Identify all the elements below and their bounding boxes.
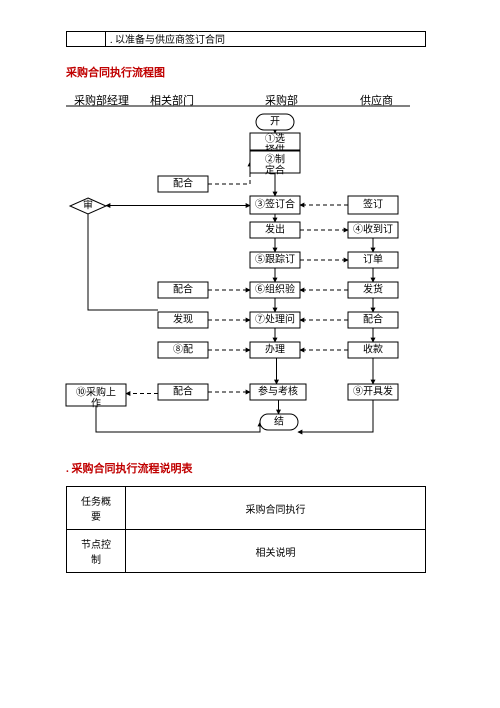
flow-node-coop1: 配合	[158, 176, 208, 192]
svg-text:⑥组织验: ⑥组织验	[255, 283, 295, 296]
flow-node-handle: 办理	[250, 342, 300, 358]
svg-text:④收到订: ④收到订	[353, 223, 393, 236]
flow-node-eval: 参与考核	[250, 384, 306, 400]
svg-text:收款: 收款	[363, 343, 383, 356]
flow-node-n3: ③签订合	[250, 196, 300, 214]
flow-node-sign: 签订	[348, 196, 398, 214]
section2-title-text: . 采购合同执行流程说明表	[66, 463, 193, 475]
svg-text:⑦处理问: ⑦处理问	[255, 313, 295, 326]
svg-text:配合: 配合	[173, 385, 193, 398]
flowchart: 开①选择供②制定合配合③签订合审签订发出④收到订⑤跟踪订订单配合⑥组织验发货发现…	[0, 0, 500, 440]
flow-node-n4: ④收到订	[348, 222, 398, 238]
flow-node-find: 发现	[158, 312, 208, 328]
svg-text:签订: 签订	[363, 198, 383, 211]
desc-table-r0-left: 任务概 要	[67, 487, 126, 530]
svg-text:⑤跟踪订: ⑤跟踪订	[255, 253, 295, 266]
flow-node-start: 开	[256, 114, 294, 130]
flow-node-order: 订单	[348, 252, 398, 268]
flow-node-n5: ⑤跟踪订	[250, 252, 300, 268]
desc-table-r1-left: 节点控 制	[67, 530, 126, 573]
flow-node-ship: 发货	[348, 282, 398, 298]
svg-text:发现: 发现	[173, 313, 193, 326]
desc-table: 任务概 要 采购合同执行 节点控 制 相关说明	[66, 486, 426, 573]
svg-text:结: 结	[274, 415, 284, 428]
flow-node-n2: ②制定合	[250, 151, 300, 177]
svg-text:配合: 配合	[363, 313, 383, 326]
section2-title: . 采购合同执行流程说明表	[66, 460, 193, 476]
svg-text:发出: 发出	[265, 223, 285, 236]
flow-node-coop3: 配合	[348, 312, 398, 328]
flow-node-n10: ⑩采购上作	[66, 384, 126, 410]
flow-node-coop2: 配合	[158, 282, 208, 298]
desc-table-r1-right: 相关说明	[126, 530, 426, 573]
desc-table-r0-right: 采购合同执行	[126, 487, 426, 530]
flow-node-n6: ⑥组织验	[250, 282, 300, 298]
svg-text:配合: 配合	[173, 283, 193, 296]
flow-node-n9: ⑨开具发	[348, 384, 398, 400]
svg-text:办理: 办理	[265, 343, 285, 356]
svg-text:开: 开	[270, 117, 280, 128]
table-row: 节点控 制 相关说明	[67, 530, 426, 573]
svg-text:②制定合: ②制定合	[265, 153, 285, 177]
flow-node-audit: 审	[70, 198, 106, 214]
flow-node-recv: 收款	[348, 342, 398, 358]
svg-text:⑨开具发: ⑨开具发	[353, 385, 393, 398]
svg-text:配合: 配合	[173, 177, 193, 190]
svg-text:参与考核: 参与考核	[258, 385, 298, 398]
flow-node-end: 结	[260, 414, 298, 430]
svg-text:发货: 发货	[363, 283, 383, 296]
flow-node-send: 发出	[250, 222, 300, 238]
svg-text:⑧配: ⑧配	[173, 344, 193, 356]
flow-node-coop4: 配合	[158, 384, 208, 400]
table-row: 任务概 要 采购合同执行	[67, 487, 426, 530]
flow-node-n7: ⑦处理问	[250, 312, 300, 328]
svg-text:③签订合: ③签订合	[255, 198, 295, 211]
svg-text:审: 审	[83, 199, 93, 212]
flow-node-n8: ⑧配	[158, 342, 208, 358]
svg-text:订单: 订单	[363, 254, 383, 266]
